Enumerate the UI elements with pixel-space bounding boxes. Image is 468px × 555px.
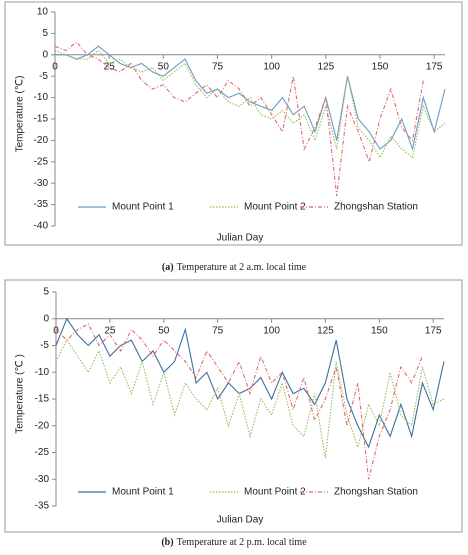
y-tick-label: -35 bbox=[34, 199, 49, 210]
legend-label: Zhongshan Station bbox=[334, 487, 418, 498]
series-line bbox=[55, 45, 446, 152]
y-tick-label: -30 bbox=[34, 178, 49, 189]
x-tick-label: 0 bbox=[53, 325, 59, 336]
legend-label: Mount Point 2 bbox=[244, 202, 306, 213]
y-tick-label: 0 bbox=[42, 49, 48, 60]
y-tick-label: -5 bbox=[40, 340, 49, 351]
y-tick-label: -25 bbox=[35, 447, 50, 458]
x-axis-title: Julian Day bbox=[217, 515, 264, 526]
caption-text: Temperature at 2 a.m. local time bbox=[177, 262, 307, 273]
series-line bbox=[55, 317, 445, 449]
y-tick-label: 5 bbox=[42, 28, 48, 39]
y-tick-label: -15 bbox=[34, 114, 49, 125]
y-tick-label: -5 bbox=[39, 71, 48, 82]
legend-label: Mount Point 1 bbox=[112, 202, 174, 213]
x-tick-label: 25 bbox=[104, 61, 116, 72]
chart-frame bbox=[4, 1, 463, 246]
caption-label: (b) bbox=[161, 537, 173, 548]
x-tick-label: 75 bbox=[212, 61, 224, 72]
y-tick-label: 5 bbox=[43, 287, 49, 298]
x-tick-label: 150 bbox=[371, 325, 388, 336]
x-tick-label: 25 bbox=[104, 325, 116, 336]
x-tick-label: 100 bbox=[263, 325, 280, 336]
legend-label: Mount Point 1 bbox=[112, 487, 174, 498]
caption: (b) Temperature at 2 p.m. local time bbox=[161, 537, 307, 548]
y-tick-label: -10 bbox=[35, 367, 50, 378]
legend-label: Zhongshan Station bbox=[334, 202, 418, 213]
x-tick-label: 75 bbox=[212, 325, 224, 336]
y-tick-label: -40 bbox=[34, 221, 49, 232]
x-tick-label: 175 bbox=[426, 61, 443, 72]
y-tick-label: -25 bbox=[34, 156, 49, 167]
y-tick-label: -35 bbox=[35, 501, 50, 512]
x-tick-label: 125 bbox=[317, 61, 334, 72]
y-tick-label: -30 bbox=[35, 474, 50, 485]
legend-label: Mount Point 2 bbox=[244, 487, 306, 498]
y-tick-label: 0 bbox=[43, 313, 49, 324]
x-tick-label: 50 bbox=[158, 325, 170, 336]
x-tick-label: 125 bbox=[317, 325, 334, 336]
x-tick-label: 0 bbox=[52, 61, 58, 72]
y-tick-label: 10 bbox=[37, 7, 49, 18]
x-tick-label: 50 bbox=[158, 61, 170, 72]
y-axis-title: Temperature (℃) bbox=[15, 76, 26, 153]
y-tick-label: -10 bbox=[34, 92, 49, 103]
caption: (a) Temperature at 2 a.m. local time bbox=[162, 262, 307, 273]
y-tick-label: -15 bbox=[35, 394, 50, 405]
x-axis-title: Julian Day bbox=[217, 233, 264, 244]
x-tick-label: 100 bbox=[263, 61, 280, 72]
series-line bbox=[55, 323, 423, 480]
y-tick-label: -20 bbox=[34, 135, 49, 146]
caption-label: (a) bbox=[162, 262, 174, 273]
x-tick-label: 150 bbox=[372, 61, 389, 72]
series-line bbox=[55, 339, 445, 458]
series-line bbox=[54, 49, 446, 159]
series-line bbox=[54, 41, 424, 197]
y-tick-label: -20 bbox=[35, 420, 50, 431]
x-tick-label: 175 bbox=[425, 325, 442, 336]
y-axis-title: Temperature (℃ ) bbox=[15, 354, 26, 434]
caption-text: Temperature at 2 p.m. local time bbox=[177, 537, 308, 548]
chart-frame bbox=[4, 279, 463, 533]
